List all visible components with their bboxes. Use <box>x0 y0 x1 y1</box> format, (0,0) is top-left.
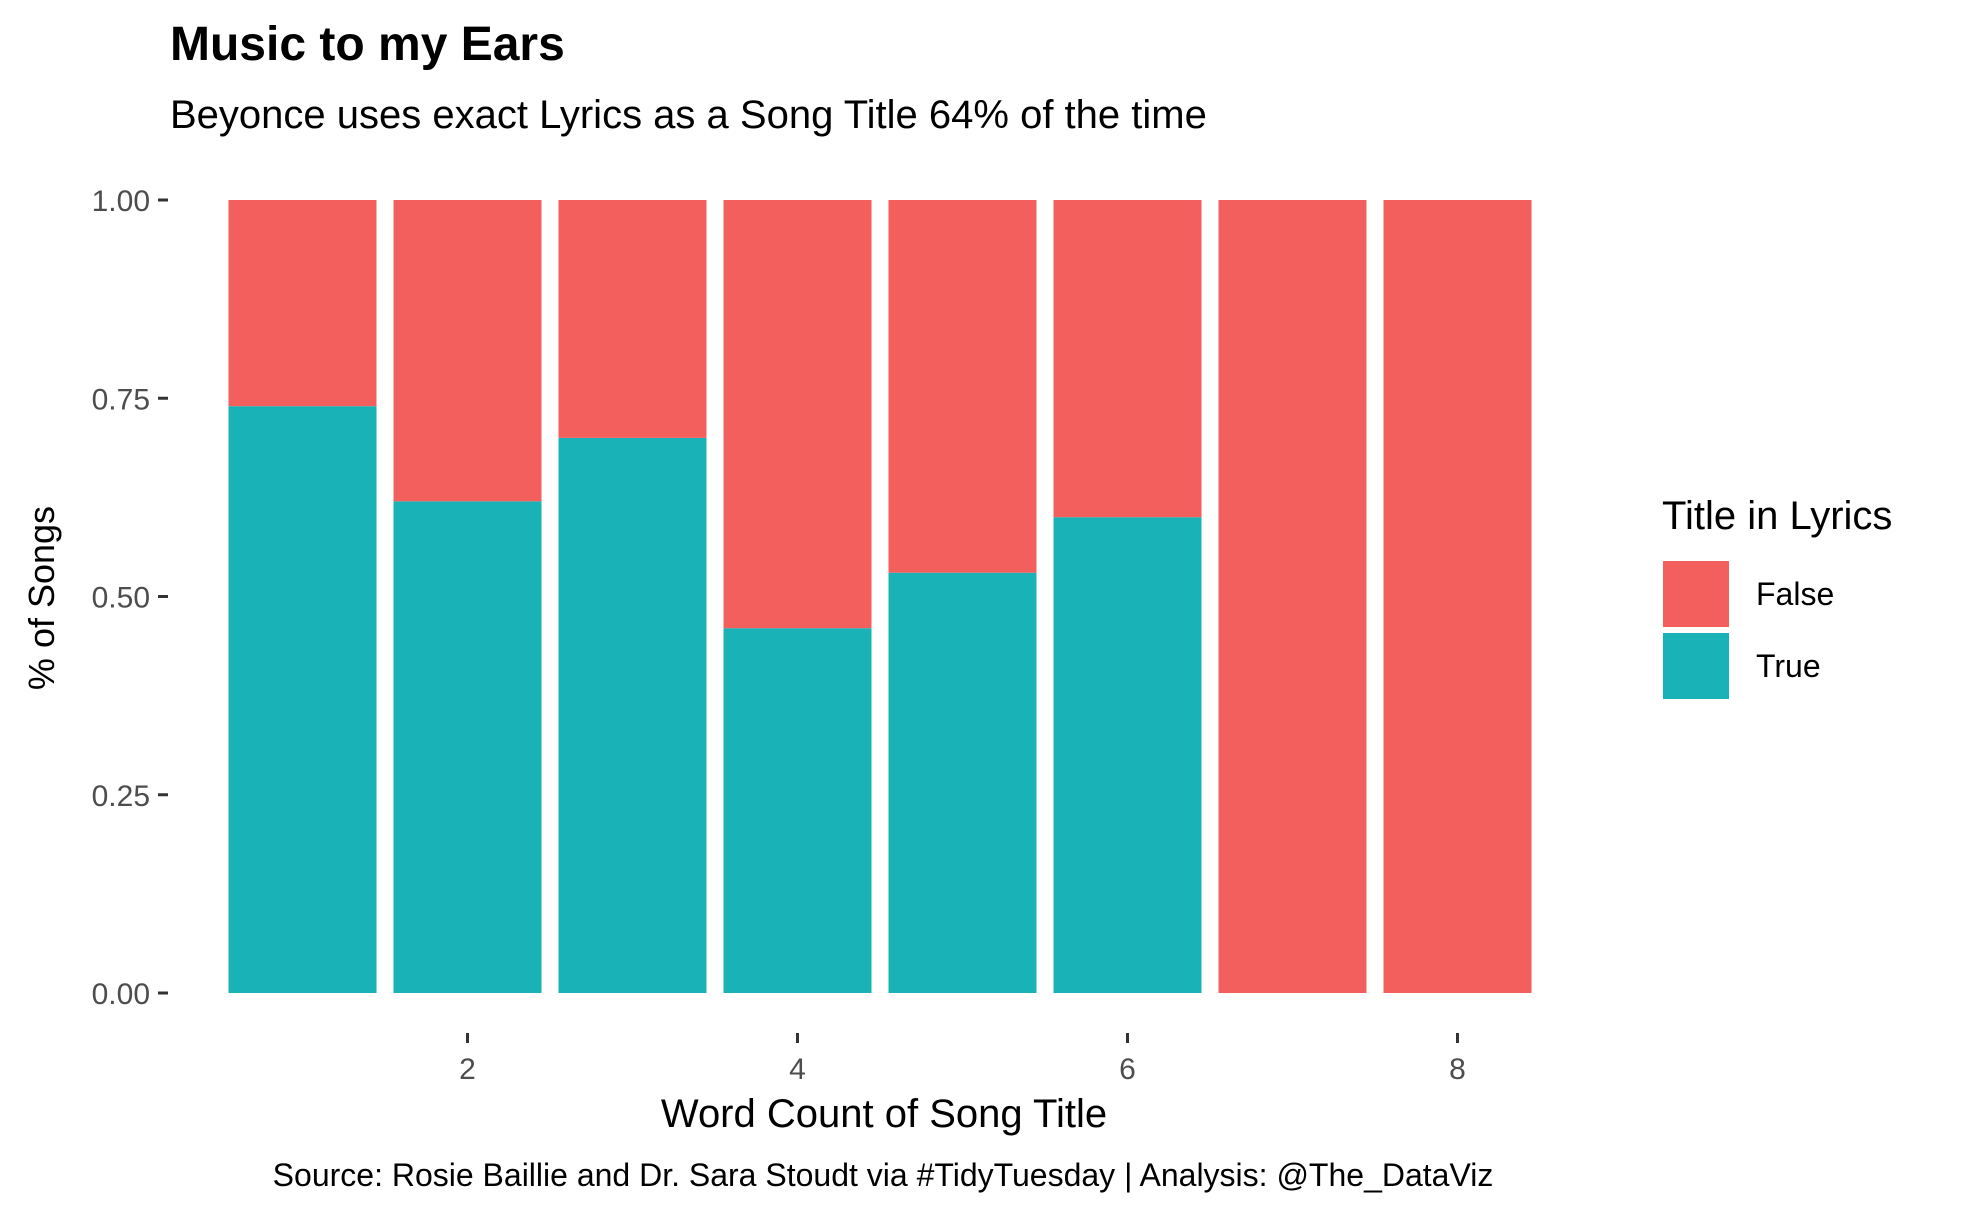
bar-segment-false-4 <box>723 200 872 629</box>
bar-segment-false-5 <box>888 200 1037 573</box>
bar-segment-true-6 <box>1053 517 1202 993</box>
y-axis-label: % of Songs <box>21 506 62 690</box>
bar-segment-false-2 <box>393 200 542 502</box>
x-tick-label: 6 <box>1119 1053 1136 1086</box>
x-axis: 2 4 6 8 <box>459 1033 1466 1086</box>
bar-segment-false-8 <box>1383 200 1532 993</box>
bars-group <box>228 200 1532 993</box>
x-tick-label: 2 <box>459 1053 476 1086</box>
y-tick-label: 0.25 <box>92 780 150 813</box>
legend-swatch-true <box>1663 633 1729 699</box>
bar-segment-true-3 <box>558 437 707 993</box>
chart-title: Music to my Ears <box>170 18 565 71</box>
legend: Title in Lyrics False True <box>1662 494 1892 699</box>
legend-swatch-false <box>1663 561 1729 627</box>
bar-segment-true-2 <box>393 501 542 993</box>
bar-segment-true-5 <box>888 572 1037 993</box>
y-tick-label: 0.50 <box>92 582 150 615</box>
legend-label-false: False <box>1756 576 1834 612</box>
x-axis-label: Word Count of Song Title <box>661 1092 1107 1136</box>
bar-segment-false-7 <box>1218 200 1367 993</box>
legend-label-true: True <box>1756 648 1821 684</box>
bar-segment-true-1 <box>228 406 377 993</box>
y-tick-label: 0.75 <box>92 383 150 416</box>
y-tick-label: 0.00 <box>92 978 150 1011</box>
y-axis: 0.00 0.25 0.50 0.75 1.00 <box>92 185 168 1011</box>
chart-caption: Source: Rosie Baillie and Dr. Sara Stoud… <box>273 1157 1494 1193</box>
x-tick-label: 4 <box>789 1053 806 1086</box>
x-tick-label: 8 <box>1449 1053 1466 1086</box>
bar-segment-false-1 <box>228 200 377 407</box>
chart-subtitle: Beyonce uses exact Lyrics as a Song Titl… <box>170 93 1207 137</box>
bar-segment-false-6 <box>1053 200 1202 518</box>
bar-segment-false-3 <box>558 200 707 438</box>
y-tick-label: 1.00 <box>92 185 150 218</box>
legend-title: Title in Lyrics <box>1662 494 1892 538</box>
bar-segment-true-4 <box>723 628 872 993</box>
